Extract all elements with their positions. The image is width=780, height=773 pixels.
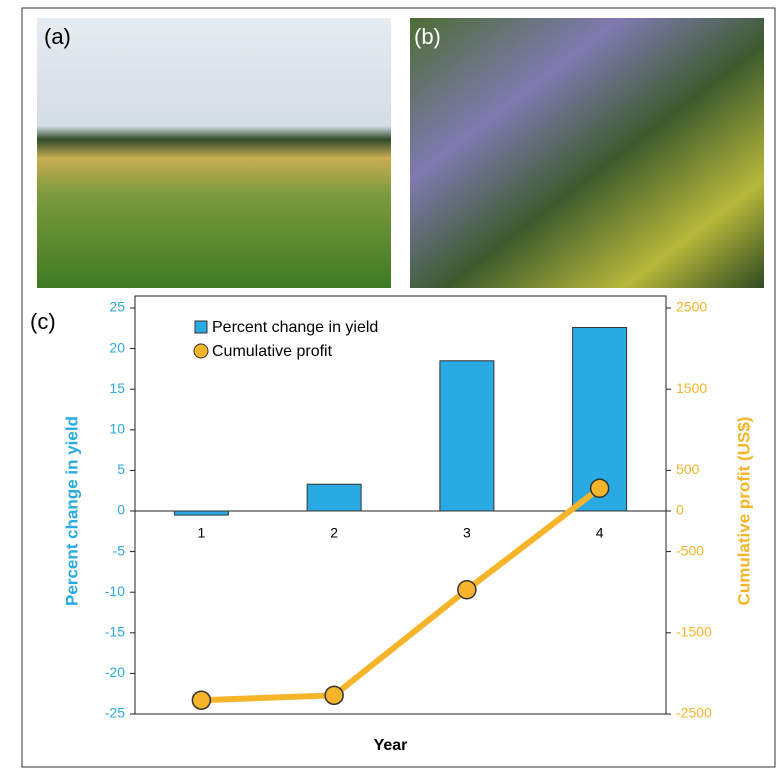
legend-label: Percent change in yield xyxy=(212,319,378,336)
panel-label: (c) xyxy=(30,309,56,334)
y2-tick-label: 2500 xyxy=(676,299,707,315)
y-tick-label: 20 xyxy=(109,339,125,355)
y-tick-label: -10 xyxy=(105,583,125,599)
y2-tick-label: -500 xyxy=(676,542,704,558)
y2-tick-label: 1500 xyxy=(676,380,707,396)
x-tick-label: 2 xyxy=(330,525,338,541)
y-tick-label: 0 xyxy=(117,502,125,518)
profit-point xyxy=(457,580,477,600)
y-tick-label: 25 xyxy=(109,299,125,315)
photo-b xyxy=(410,18,764,288)
plot-frame xyxy=(134,295,667,715)
bar xyxy=(173,510,229,516)
profit-line xyxy=(201,485,602,704)
y-tick-label: -5 xyxy=(113,542,126,558)
profit-point xyxy=(191,690,212,710)
y2-tick-label: -2500 xyxy=(676,705,712,721)
profit-point xyxy=(589,478,610,499)
y-axis-label: Percent change in yield xyxy=(62,416,81,606)
x-axis-label: Year xyxy=(374,737,408,754)
y-tick-label: -25 xyxy=(105,705,125,721)
x-tick-label: 3 xyxy=(463,525,471,541)
y2-tick-label: 0 xyxy=(676,502,684,518)
chart: -25 -20 -15 -10 -5 0 5 10 15 20 25 -2500 -1500 -500 0 5… xyxy=(62,295,753,754)
legend-label: Cumulative profit xyxy=(212,343,333,360)
legend-swatch xyxy=(193,343,209,359)
y2-axis-label: Cumulative profit (US$) xyxy=(734,417,753,606)
y-tick-label: 5 xyxy=(117,461,125,477)
y2-tick-label: -1500 xyxy=(676,624,712,640)
y-tick-label: -20 xyxy=(105,664,125,680)
bar xyxy=(306,483,362,512)
y-tick-label: -15 xyxy=(105,624,125,640)
profit-point xyxy=(324,685,344,706)
y-tick-label: 15 xyxy=(109,380,125,396)
panel-label: (b) xyxy=(414,24,441,49)
y2-tick-label: 500 xyxy=(676,461,700,477)
x-tick-label: 1 xyxy=(197,525,205,541)
y-tick-label: 10 xyxy=(109,421,125,437)
panel-label: (a) xyxy=(44,24,71,49)
x-tick-label: 4 xyxy=(596,525,604,541)
figure-border xyxy=(21,7,776,768)
bar xyxy=(439,360,495,512)
photo-a xyxy=(37,18,391,288)
legend-swatch xyxy=(194,320,208,334)
